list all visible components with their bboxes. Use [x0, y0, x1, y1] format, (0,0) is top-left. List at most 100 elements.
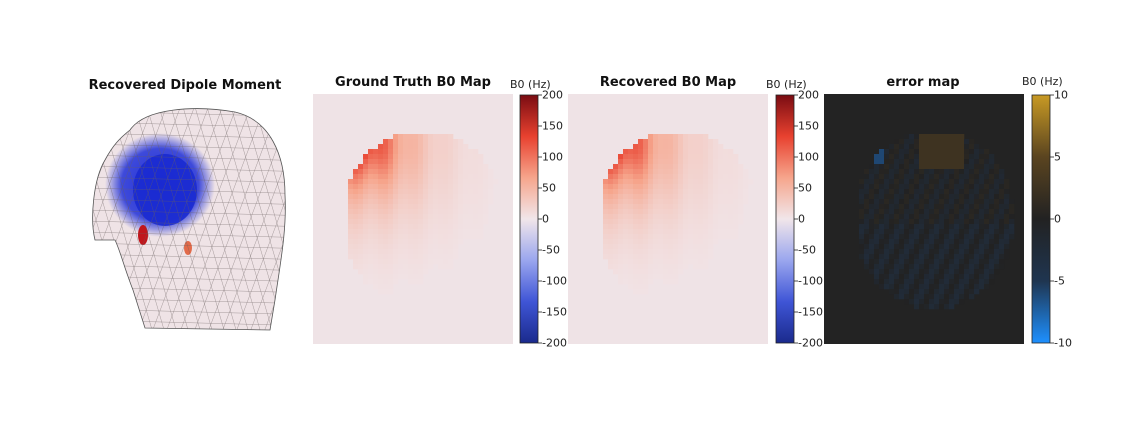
map-pixel [959, 284, 965, 290]
map-pixel [413, 274, 419, 280]
map-pixel [698, 174, 704, 180]
map-pixel [398, 234, 404, 240]
map-pixel [949, 244, 955, 250]
map-pixel [929, 194, 935, 200]
map-pixel [413, 249, 419, 255]
map-pixel [633, 259, 639, 265]
map-pixel [994, 229, 1000, 235]
map-pixel [453, 199, 459, 205]
map-pixel [999, 259, 1005, 265]
map-pixel [899, 244, 905, 250]
map-pixel [718, 174, 724, 180]
map-pixel [428, 244, 434, 250]
map-pixel [924, 259, 930, 265]
map-pixel [713, 179, 719, 185]
panel2-title: Ground Truth B0 Map [335, 75, 491, 90]
map-pixel [638, 284, 644, 290]
map-pixel [373, 179, 379, 185]
map-pixel [879, 209, 885, 215]
map-pixel [433, 154, 439, 160]
map-pixel [633, 219, 639, 225]
map-pixel [944, 194, 950, 200]
map-pixel [909, 164, 915, 170]
map-pixel [909, 149, 915, 155]
map-pixel [959, 294, 965, 300]
map-pixel [984, 189, 990, 195]
map-pixel [999, 214, 1005, 220]
map-pixel [949, 269, 955, 275]
map-pixel [994, 164, 1000, 170]
map-pixel [919, 294, 925, 300]
map-pixel [894, 219, 900, 225]
map-pixel [924, 279, 930, 285]
map-pixel [924, 299, 930, 305]
map-pixel [668, 139, 674, 145]
map-pixel [904, 144, 910, 150]
map-pixel [618, 269, 624, 275]
map-pixel [979, 284, 985, 290]
map-pixel [448, 179, 454, 185]
map-pixel [994, 179, 1000, 185]
map-pixel [954, 289, 960, 295]
map-pixel [673, 274, 679, 280]
map-pixel [438, 259, 444, 265]
map-pixel [874, 194, 880, 200]
map-pixel [373, 164, 379, 170]
map-pixel [949, 184, 955, 190]
map-pixel [453, 244, 459, 250]
map-pixel [984, 164, 990, 170]
map-pixel [693, 239, 699, 245]
map-pixel [403, 134, 409, 140]
map-pixel [458, 184, 464, 190]
map-pixel [363, 229, 369, 235]
map-pixel [899, 204, 905, 210]
map-pixel [708, 229, 714, 235]
map-pixel [984, 239, 990, 245]
map-pixel [433, 174, 439, 180]
map-pixel [859, 224, 865, 230]
map-pixel [633, 204, 639, 210]
map-pixel [623, 194, 629, 200]
map-pixel [373, 169, 379, 175]
map-pixel [864, 249, 870, 255]
map-pixel [633, 189, 639, 195]
map-pixel [894, 269, 900, 275]
map-pixel [879, 264, 885, 270]
map-pixel [383, 269, 389, 275]
map-pixel [383, 174, 389, 180]
map-pixel [638, 194, 644, 200]
map-pixel [979, 254, 985, 260]
map-pixel [929, 254, 935, 260]
map-pixel [603, 244, 609, 250]
map-pixel [869, 214, 875, 220]
map-pixel [984, 264, 990, 270]
map-pixel [473, 149, 479, 155]
map-pixel [879, 154, 885, 160]
map-pixel [954, 229, 960, 235]
map-pixel [959, 154, 965, 160]
map-pixel [478, 234, 484, 240]
map-pixel [683, 179, 689, 185]
map-pixel [668, 144, 674, 150]
map-pixel [408, 184, 414, 190]
map-pixel [994, 189, 1000, 195]
map-pixel [934, 169, 940, 175]
map-pixel [453, 204, 459, 210]
map-pixel [914, 159, 920, 165]
map-pixel [909, 179, 915, 185]
map-pixel [668, 174, 674, 180]
map-pixel [859, 249, 865, 255]
map-pixel [413, 179, 419, 185]
map-pixel [368, 234, 374, 240]
map-pixel [423, 149, 429, 155]
map-pixel [733, 174, 739, 180]
map-pixel [653, 224, 659, 230]
map-pixel [613, 184, 619, 190]
map-pixel [653, 274, 659, 280]
map-pixel [864, 189, 870, 195]
map-pixel [964, 184, 970, 190]
map-pixel [683, 169, 689, 175]
map-pixel [413, 229, 419, 235]
map-pixel [398, 204, 404, 210]
map-pixel [718, 199, 724, 205]
